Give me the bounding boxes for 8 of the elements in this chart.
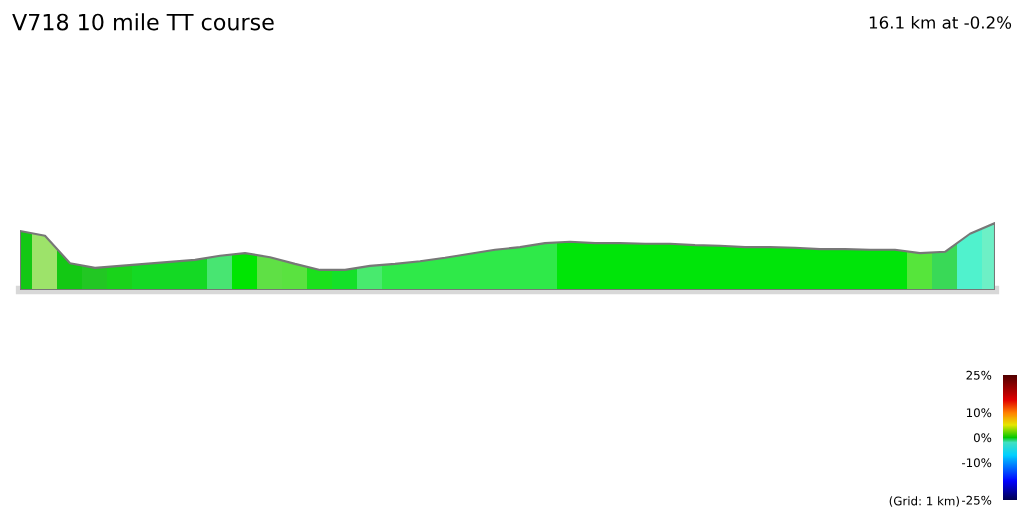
color-bar-label: 25% — [966, 370, 992, 380]
color-bar-label: -25% — [961, 495, 992, 505]
color-bar-label: 0% — [973, 433, 992, 443]
text: 16.1 km at -0.2% — [869, 15, 1012, 29]
color-bar-label: 10% — [966, 408, 992, 418]
color-bar-label: -10% — [961, 458, 992, 468]
text: (Grid: 1 km) — [889, 496, 959, 507]
chart-title: V718 10 mile TT course — [12, 13, 274, 31]
